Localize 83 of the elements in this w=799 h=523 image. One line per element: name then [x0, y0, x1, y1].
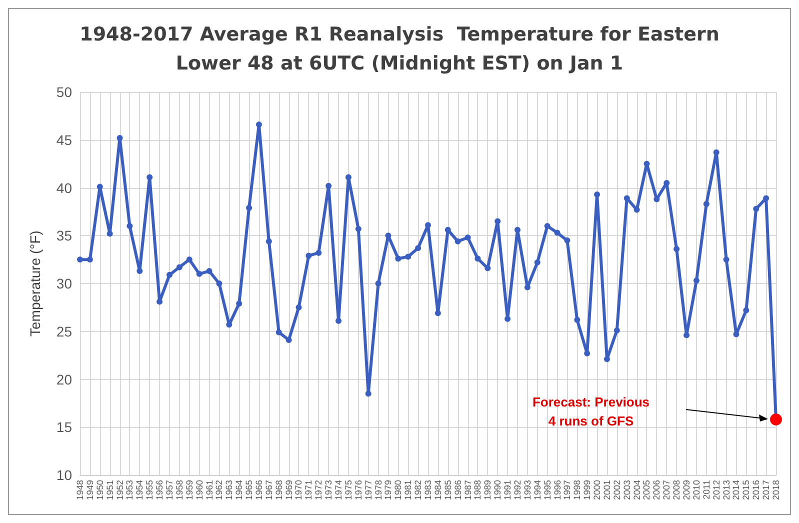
- x-tick-label: 2016: [751, 480, 762, 500]
- x-tick-label: 1958: [174, 480, 184, 500]
- x-tick-label: 2004: [632, 480, 642, 500]
- x-tick-label: 1986: [452, 480, 463, 500]
- x-tick-label: 1991: [502, 480, 513, 500]
- x-tick-label: 1980: [393, 480, 404, 500]
- x-tick-label: 2005: [642, 480, 652, 500]
- x-tick-label: 1995: [542, 480, 552, 500]
- x-tick-label: 1994: [532, 480, 542, 500]
- y-tick-label: 20: [56, 371, 72, 388]
- x-tick-label: 1948: [75, 480, 85, 500]
- x-tick-label: 1997: [562, 480, 572, 500]
- y-tick-label: 35: [56, 228, 72, 244]
- x-tick-label: 1969: [284, 480, 294, 500]
- x-tick-label: 1971: [304, 480, 314, 500]
- x-tick-label: 1954: [134, 480, 145, 500]
- x-tick-label: 1981: [403, 480, 414, 500]
- x-tick-label: 1982: [413, 480, 424, 500]
- x-tick-label: 2014: [731, 480, 742, 500]
- x-tick-label: 1961: [204, 480, 214, 500]
- x-tick-label: 1967: [264, 480, 274, 500]
- chart-title: 1948-2017 Average R1 Reanalysis Temperature for Eastern Lower 48 at 6UTC (Midnight EST) on Jan 1: [80, 24, 720, 74]
- y-tick-label: 30: [56, 276, 72, 292]
- x-tick-label: 1996: [552, 480, 562, 500]
- y-tick-label: 25: [56, 323, 72, 340]
- x-tick-label: 1970: [294, 480, 304, 500]
- x-tick-label: 1984: [432, 480, 443, 500]
- x-tick-label: 2007: [662, 480, 672, 500]
- x-tick-label: 1951: [104, 480, 115, 500]
- x-tick-label: 1950: [94, 480, 105, 500]
- x-tick-label: 2013: [721, 480, 732, 500]
- x-tick-label: 1990: [492, 480, 503, 500]
- x-tick-label: 1952: [114, 480, 125, 500]
- x-tick-label: 1988: [472, 480, 483, 500]
- x-tick-label: 1962: [214, 480, 224, 500]
- x-tick-label: 2011: [701, 480, 712, 500]
- x-tick-label: 1959: [184, 480, 194, 500]
- x-tick-label: 1989: [482, 480, 493, 500]
- x-tick-label: 1957: [164, 480, 174, 500]
- x-tick-label: 2012: [711, 480, 722, 500]
- x-tick-label: 1975: [343, 480, 354, 500]
- x-tick-label: 1960: [194, 480, 204, 500]
- x-tick-label: 1973: [324, 480, 334, 500]
- x-tick-label: 2001: [602, 480, 612, 500]
- x-tick-label: 1987: [462, 480, 473, 500]
- x-tick-label: 1976: [353, 480, 364, 500]
- x-tick-label: 1992: [512, 480, 522, 500]
- x-tick-label: 1949: [84, 480, 95, 500]
- x-tick-label: 1966: [254, 480, 264, 500]
- x-tick-label: 2018: [771, 480, 781, 500]
- x-tick-label: 1972: [314, 480, 324, 500]
- x-tick-label: 1998: [572, 480, 582, 500]
- x-tick-label: 1968: [274, 480, 284, 500]
- x-tick-label: 1963: [224, 480, 234, 500]
- x-tick-label: 1953: [124, 480, 135, 500]
- x-tick-label: 1993: [522, 480, 532, 500]
- x-tick-label: 1965: [244, 480, 254, 500]
- x-tick-label: 2006: [652, 480, 662, 500]
- x-tick-label: 1956: [154, 480, 165, 500]
- x-tick-label: 1964: [234, 480, 244, 500]
- y-tick-label: 10: [56, 467, 72, 483]
- x-tick-label: 2017: [761, 480, 772, 500]
- x-tick-label: 1983: [423, 480, 433, 500]
- x-tick-label: 1978: [373, 480, 384, 500]
- x-tick-label: 2009: [682, 480, 692, 500]
- y-axis-title: Temperature (°F): [27, 230, 43, 336]
- x-tick-label: 1977: [363, 480, 374, 500]
- x-tick-label: 2015: [741, 480, 752, 500]
- y-tick-label: 45: [56, 132, 72, 148]
- y-tick-label: 40: [56, 180, 72, 196]
- x-tick-label: 1979: [383, 480, 394, 500]
- x-tick-label: 2000: [592, 480, 602, 500]
- y-tick-label: 15: [56, 419, 72, 436]
- y-tick-label: 50: [56, 84, 72, 100]
- annotation: Forecast: Previous 4 runs of GFS: [532, 394, 650, 428]
- x-tick-label: 2003: [622, 480, 632, 500]
- x-tick-label: 2010: [691, 480, 702, 500]
- x-tick-label: 1974: [334, 480, 344, 500]
- x-tick-label: 2002: [612, 480, 622, 500]
- x-tick-label: 1985: [442, 480, 453, 500]
- x-tick-label: 2008: [672, 480, 682, 500]
- x-tick-label: 1999: [582, 480, 592, 500]
- x-tick-label: 1955: [144, 480, 155, 500]
